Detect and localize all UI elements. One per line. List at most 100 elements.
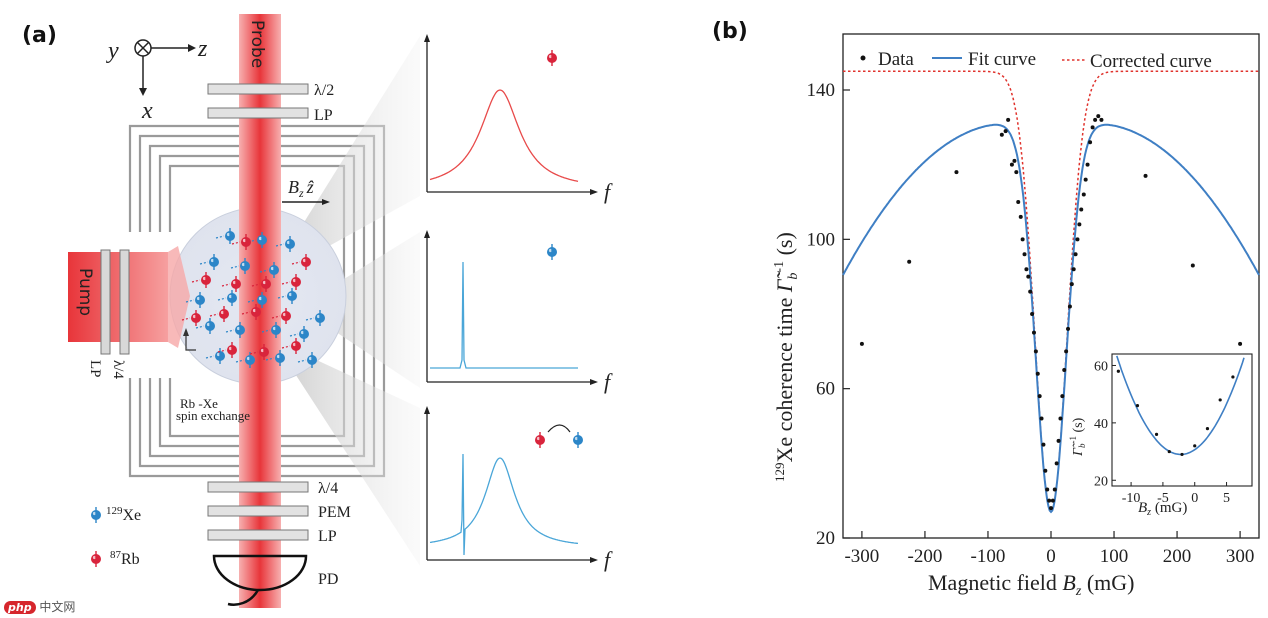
xe-spin-trail — [277, 295, 287, 299]
chart-legend: Data Fit curve Corrected curve — [860, 49, 1212, 72]
pem-plate — [207, 505, 309, 517]
data-point — [1018, 214, 1023, 219]
data-point — [1037, 394, 1042, 399]
xe-atom — [271, 322, 281, 338]
x-tick-label: 100 — [1100, 546, 1129, 567]
detector-label: PD — [318, 571, 338, 588]
rb-atom — [281, 308, 291, 324]
spectrum-rb-f-label: f — [604, 179, 613, 204]
svg-text:87Rb: 87Rb — [110, 549, 140, 568]
xe-atom-highlight — [246, 356, 251, 361]
xe-atom-highlight — [236, 326, 241, 331]
data-point — [1030, 312, 1035, 316]
xe-atom — [269, 262, 279, 278]
data-point — [954, 170, 959, 175]
spectrum-xe: f — [424, 230, 613, 394]
y-axis-label-main: Xe coherence time — [772, 292, 797, 462]
data-point — [1003, 129, 1008, 134]
bottom-polarizer — [207, 529, 309, 541]
data-point — [1238, 341, 1243, 346]
rb-atom — [291, 338, 301, 354]
half-wave-label: λ/2 — [314, 82, 334, 99]
data-point — [1093, 117, 1098, 122]
inset-data-point — [1218, 398, 1222, 402]
inset-x-tick-label: -10 — [1122, 491, 1141, 506]
top-polarizer — [207, 107, 309, 119]
inset-y-tick-label: 60 — [1094, 359, 1108, 374]
y-axis-label: 129Xe coherence time Γ̃b-1 (s) — [772, 232, 801, 482]
rb-spin-trail — [191, 279, 201, 283]
spectrum-rb: f — [424, 34, 613, 204]
x-tick-label: -200 — [908, 546, 943, 567]
xe-spin-trail — [230, 265, 240, 269]
legend-corrected-label: Corrected curve — [1090, 51, 1212, 72]
spectrum-rb-yarrow — [424, 34, 430, 42]
rb-atom-highlight — [228, 346, 233, 351]
spectrum-xe-atom — [547, 244, 557, 260]
spectrum-rb-curve — [429, 89, 579, 183]
data-point — [1099, 117, 1104, 122]
data-point — [1039, 416, 1044, 421]
xe-atom — [245, 352, 255, 368]
probe-label: Probe — [247, 20, 267, 68]
legend-rb-mass: 87 — [110, 549, 122, 561]
xe-atom — [215, 348, 225, 364]
spectrum-both-rb-atom — [535, 432, 545, 448]
xe-atom — [307, 352, 317, 368]
spectrum-xe-curve — [430, 261, 578, 369]
y-tick-label: 20 — [816, 528, 835, 549]
rb-atom — [261, 276, 271, 292]
data-point — [1026, 274, 1031, 279]
spectra: f f f — [424, 34, 613, 572]
atom-legend: 129Xe 87Rb — [91, 505, 141, 568]
pump-lp-label: LP — [87, 360, 103, 378]
field-sub: z — [298, 186, 304, 200]
data-point — [1054, 461, 1059, 466]
quarter-wave-label: λ/4 — [318, 480, 338, 497]
rb-spin-trail — [217, 349, 227, 353]
x-tick-label: -100 — [971, 546, 1006, 567]
xe-spin-trail — [247, 299, 257, 303]
spectrum-both-xe-atom — [573, 432, 583, 448]
y-tick-label: 60 — [816, 379, 835, 400]
xe-atom — [285, 236, 295, 252]
rb-spin-trail — [221, 283, 231, 287]
xe-atom — [209, 254, 219, 270]
data-point — [1006, 117, 1011, 122]
rb-atom-highlight — [220, 310, 225, 315]
rb-spin-trail — [281, 345, 291, 349]
xe-atom-highlight — [216, 352, 221, 357]
inset-y-sub: b — [1077, 443, 1087, 448]
pump-label: Pump — [75, 268, 95, 316]
inset-data-point — [1180, 452, 1184, 457]
spin-exchange-annotation: Rb -Xe spin exchange — [176, 328, 250, 423]
data-point — [1056, 438, 1061, 443]
xe-spin-trail — [199, 261, 209, 265]
inset-data-point — [1193, 444, 1197, 448]
xe-atom — [240, 258, 250, 274]
rb-atom — [291, 274, 301, 290]
data-point — [1069, 282, 1074, 287]
xe-atom — [287, 288, 297, 304]
data-point — [1016, 200, 1021, 204]
inset-x-sub: z — [1146, 507, 1151, 518]
panel-a: (a) y z x — [22, 14, 613, 608]
legend-rb-el: Rb — [121, 551, 140, 568]
rb-atom — [241, 234, 251, 250]
data-point — [1143, 173, 1148, 178]
y-tick-label: 100 — [807, 229, 836, 250]
panel-a-label: (a) — [22, 23, 57, 48]
bottom-optics: λ/4 PEM LP PD — [207, 480, 351, 606]
field-vec: ẑ — [306, 177, 315, 197]
xe-atom-highlight — [206, 322, 211, 327]
fit-curve — [842, 123, 1260, 514]
data-point — [1047, 498, 1052, 503]
panel-b-label: (b) — [712, 19, 748, 44]
inset-y-tick-label: 40 — [1094, 417, 1108, 432]
xe-spin-trail — [275, 243, 285, 247]
field-label: B — [288, 177, 299, 197]
rb-atom — [251, 304, 261, 320]
inset-x-tick-label: 5 — [1223, 491, 1230, 506]
rb-atom — [227, 342, 237, 358]
inset-data-point — [1205, 427, 1210, 431]
